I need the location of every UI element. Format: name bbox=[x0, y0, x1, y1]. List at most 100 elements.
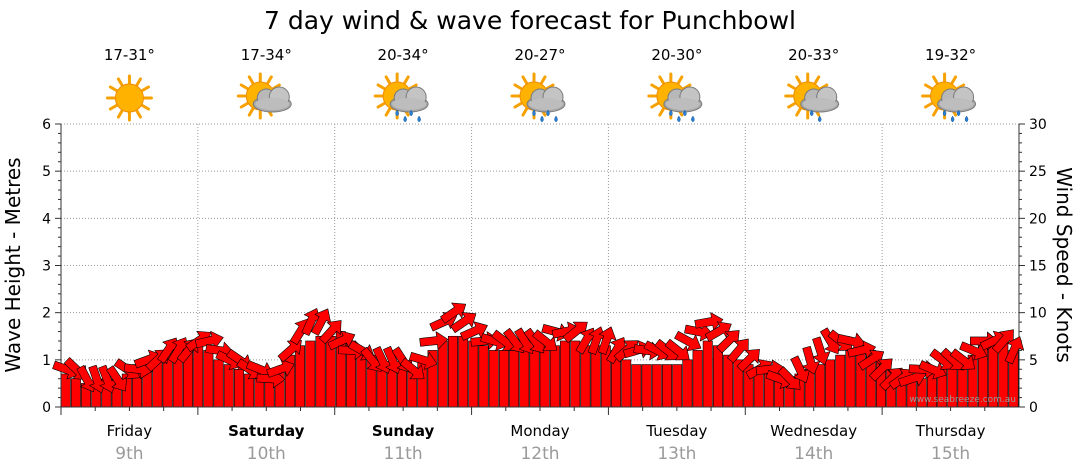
wave-bar bbox=[315, 335, 326, 408]
wave-bar bbox=[213, 359, 224, 408]
sun-icon bbox=[105, 74, 153, 122]
day-headers: 17-31° Friday 9th 17-34° Saturday 10th 20-34° S… bbox=[104, 46, 986, 464]
rain-drop bbox=[417, 115, 421, 123]
wave-bar bbox=[203, 350, 214, 408]
wind-arrow bbox=[383, 346, 403, 374]
wave-bar bbox=[835, 354, 846, 408]
wind-arrow bbox=[918, 360, 947, 380]
wave-bar bbox=[519, 350, 530, 408]
rain-drop bbox=[546, 109, 550, 117]
sun-ray bbox=[795, 75, 802, 85]
rain-drop bbox=[403, 115, 407, 123]
partly-cloudy-icon bbox=[236, 72, 292, 120]
wind-arrow bbox=[694, 312, 724, 331]
rain-drop bbox=[540, 115, 544, 123]
temp-range: 20-30° bbox=[651, 46, 702, 64]
wind-arrow bbox=[399, 357, 425, 380]
rain-drop bbox=[817, 115, 822, 123]
y-right-tick-label: 20 bbox=[1029, 211, 1047, 227]
y-right-tick-label: 25 bbox=[1029, 164, 1047, 180]
y-left-tick-label: 2 bbox=[42, 306, 51, 322]
sun-ray bbox=[140, 104, 150, 111]
wind-arrow bbox=[98, 364, 117, 394]
sun-ray bbox=[932, 107, 939, 117]
sun-ray bbox=[658, 75, 665, 85]
rain-drops-icon bbox=[809, 109, 822, 123]
wave-bar bbox=[825, 359, 836, 408]
rain-drop bbox=[554, 115, 558, 123]
wind-arrow bbox=[408, 351, 438, 370]
rain-drop bbox=[409, 109, 413, 117]
wave-bar bbox=[641, 364, 652, 408]
rain-drop bbox=[950, 115, 955, 123]
sun-ray bbox=[376, 102, 386, 109]
cloud-icon bbox=[526, 86, 566, 113]
wave-bar bbox=[223, 364, 234, 408]
sun-ray bbox=[521, 107, 528, 117]
sun-ray bbox=[813, 75, 821, 85]
rain-drop bbox=[532, 109, 536, 117]
wave-bar bbox=[468, 340, 479, 408]
wind-arrow bbox=[440, 302, 467, 324]
day-name: Saturday bbox=[228, 422, 305, 440]
wind-arrow bbox=[450, 312, 477, 334]
wave-bar bbox=[723, 354, 734, 408]
wave-bar bbox=[702, 340, 713, 408]
wind-arrow bbox=[991, 329, 1014, 354]
sun-ray bbox=[513, 83, 523, 90]
rain-drop bbox=[964, 115, 969, 123]
cloud-fill bbox=[529, 98, 563, 110]
wind-arrow bbox=[812, 336, 831, 365]
y-right-tick-label: 10 bbox=[1029, 306, 1047, 322]
chart-title: 7 day wind & wave forecast for Punchbowl bbox=[264, 6, 796, 35]
showers-icon bbox=[921, 72, 977, 123]
showers-icon bbox=[647, 72, 703, 123]
sun-ray bbox=[247, 75, 255, 85]
sun-ray bbox=[384, 107, 392, 117]
temp-range: 20-33° bbox=[788, 46, 839, 64]
wind-arrow bbox=[194, 330, 224, 350]
wind-arrow bbox=[736, 348, 760, 373]
rain-drop bbox=[677, 115, 681, 123]
rain-drops-icon bbox=[532, 109, 558, 123]
axes bbox=[55, 123, 1025, 415]
wave-bar bbox=[60, 373, 71, 408]
wave-bar bbox=[529, 350, 540, 408]
wind-arrow bbox=[606, 337, 627, 364]
wave-bar bbox=[509, 350, 520, 408]
cloud-icon bbox=[800, 86, 840, 113]
y-left-tick-label: 3 bbox=[42, 259, 51, 275]
wind-arrow bbox=[674, 330, 702, 352]
y-left-tick-label: 5 bbox=[42, 164, 51, 180]
day-column-friday: 17-31° Friday 9th bbox=[104, 46, 155, 464]
sun-ray bbox=[787, 83, 797, 90]
wave-bar bbox=[712, 345, 723, 408]
sun-ray bbox=[135, 109, 142, 119]
wave-bar bbox=[305, 340, 316, 408]
wind-arrow bbox=[857, 349, 885, 371]
y-right-tick-label: 0 bbox=[1029, 400, 1038, 416]
day-date: 9th bbox=[115, 444, 143, 464]
temp-range: 17-34° bbox=[241, 46, 292, 64]
wind-arrow bbox=[716, 330, 740, 354]
wind-arrow bbox=[106, 365, 128, 392]
sun-ray bbox=[513, 102, 523, 109]
sun-ray bbox=[521, 75, 528, 85]
cloud-fill bbox=[255, 98, 290, 110]
wave-bar bbox=[254, 378, 265, 408]
cloud-fill bbox=[939, 98, 974, 110]
wind-arrow bbox=[959, 341, 988, 361]
wind-arrow bbox=[1004, 336, 1025, 365]
day-column-wednesday: 20-33° Wednesday 14th bbox=[770, 46, 857, 464]
sun-ray bbox=[540, 75, 547, 85]
day-name: Sunday bbox=[372, 422, 435, 440]
wave-bar bbox=[682, 359, 693, 408]
wind-arrow bbox=[419, 331, 449, 350]
day-date: 11th bbox=[384, 444, 423, 464]
wave-bar bbox=[458, 335, 469, 408]
sun-ray bbox=[239, 102, 249, 109]
wave-bar bbox=[70, 378, 81, 408]
sun-ray bbox=[650, 83, 660, 90]
sun-ray bbox=[658, 107, 665, 117]
day-column-saturday: 17-34° Saturday 10th bbox=[228, 46, 305, 464]
